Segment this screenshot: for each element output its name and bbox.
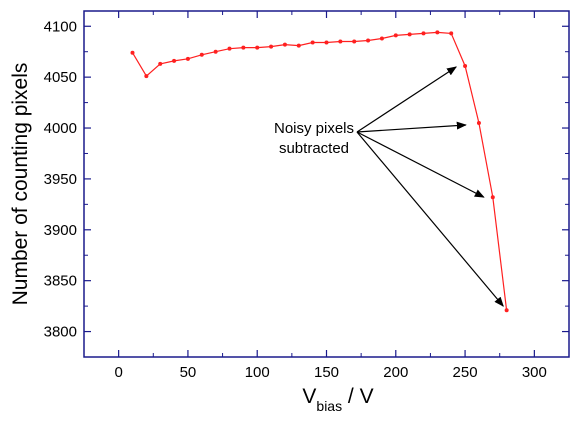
x-tick-label: 200 [383, 364, 408, 381]
y-tick-label: 3850 [44, 273, 77, 290]
x-axis-label-main: V [302, 385, 316, 408]
x-tick-label: 300 [522, 364, 547, 381]
annotation-arrow [356, 131, 504, 307]
series-layer [130, 30, 509, 313]
x-axis-label: Vbias / V [302, 385, 373, 414]
y-ticks: 3800 3850 3900 3950 4000 4050 4100 [44, 18, 569, 358]
data-point [199, 52, 204, 57]
data-point [296, 43, 301, 48]
data-point [421, 31, 426, 36]
x-tick-label: 150 [314, 364, 339, 381]
data-point [393, 33, 398, 38]
data-point [172, 58, 177, 63]
annotation-arrow [356, 66, 457, 133]
x-ticks: 0 50 100 150 200 250 300 [83, 11, 570, 381]
annotation-text: Noisy pixels [274, 120, 354, 137]
data-point [338, 39, 343, 44]
data-point [366, 38, 371, 43]
data-point [241, 45, 246, 50]
data-point [476, 120, 481, 125]
data-point [352, 39, 357, 44]
annotation-arrow [356, 131, 485, 198]
x-axis-label-sub: bias [316, 398, 342, 414]
y-tick-label: 3950 [44, 171, 77, 188]
data-point [463, 63, 468, 68]
annotation-arrow [356, 121, 467, 133]
series-line [131, 31, 508, 311]
data-point [282, 42, 287, 47]
data-point [504, 308, 509, 313]
x-tick-label: 50 [180, 364, 197, 381]
data-point [144, 74, 149, 79]
data-point [213, 49, 218, 54]
annotation-text: subtracted [279, 140, 349, 157]
y-tick-label: 3900 [44, 222, 77, 239]
data-point [158, 61, 163, 66]
data-point [324, 40, 329, 45]
data-point [255, 45, 260, 50]
data-point [407, 32, 412, 37]
y-tick-label: 4000 [44, 120, 77, 137]
x-axis-label-suffix: / V [342, 385, 374, 408]
annotation-layer: Noisy pixels subtracted [274, 66, 504, 307]
data-point [379, 36, 384, 41]
data-point [227, 46, 232, 51]
x-tick-label: 250 [453, 364, 478, 381]
y-tick-label: 4100 [44, 18, 77, 35]
data-point [185, 56, 190, 61]
data-point [449, 31, 454, 36]
plot-frame [83, 10, 570, 358]
y-axis-label: Number of counting pixels [9, 63, 32, 306]
x-tick-label: 0 [114, 364, 122, 381]
y-tick-label: 3800 [44, 324, 77, 341]
data-point [490, 195, 495, 200]
data-point [269, 44, 274, 49]
x-tick-label: 100 [245, 364, 270, 381]
data-point [310, 40, 315, 45]
y-tick-label: 4050 [44, 69, 77, 86]
data-point [435, 30, 440, 35]
data-point [130, 50, 135, 55]
